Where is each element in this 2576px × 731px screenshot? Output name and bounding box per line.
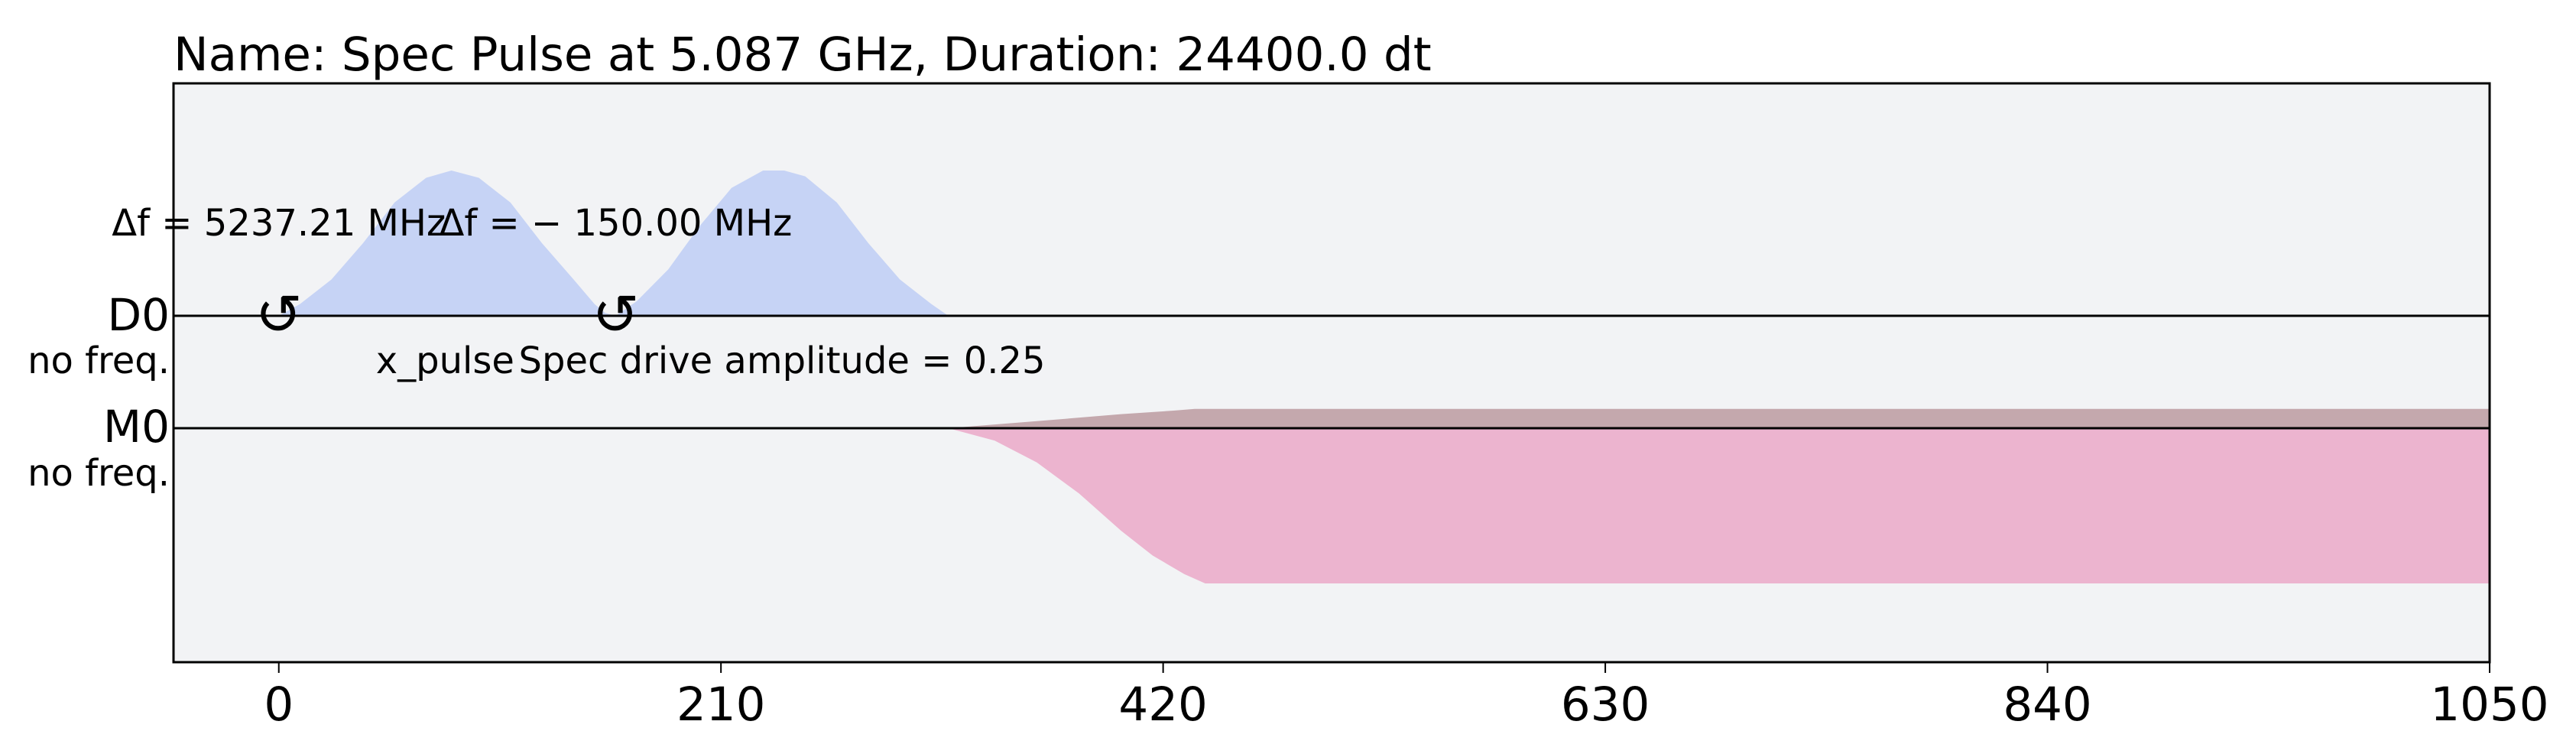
x-tick-label-1: 210 bbox=[676, 677, 765, 731]
d0-pulse-envelope-0 bbox=[278, 171, 616, 316]
m0-secondary-envelope-0 bbox=[948, 408, 2490, 428]
m0-channel-label: M0 bbox=[103, 401, 170, 453]
d0-pulse-label-1: Spec drive amplitude = 0.25 bbox=[519, 340, 1046, 382]
d0-frame-change-label-1: Δf = − 150.00 MHz bbox=[440, 202, 793, 245]
m0-pulse-envelope-0 bbox=[948, 428, 2490, 583]
d0-pulse-label-0: x_pulse bbox=[376, 340, 514, 382]
d0-channel-label: D0 bbox=[107, 289, 170, 341]
plot-frame bbox=[172, 82, 2491, 664]
d0-frame-change-label-0: Δf = 5237.21 MHz bbox=[112, 202, 446, 245]
m0-freq-label: no freq. bbox=[28, 452, 170, 495]
chart-title: Name: Spec Pulse at 5.087 GHz, Duration:… bbox=[174, 28, 1432, 82]
x-tick-label-4: 840 bbox=[2003, 677, 2091, 731]
d0-frame-change-icon-0: ↺ bbox=[255, 282, 303, 348]
x-tick-label-0: 0 bbox=[264, 677, 294, 731]
d0-pulse-envelope-1 bbox=[615, 171, 949, 316]
x-tick-label-2: 420 bbox=[1118, 677, 1207, 731]
x-tick-label-3: 630 bbox=[1561, 677, 1650, 731]
d0-frame-change-icon-1: ↺ bbox=[592, 282, 639, 348]
x-tick-label-5: 1050 bbox=[2430, 677, 2548, 731]
d0-freq-label: no freq. bbox=[28, 340, 170, 382]
